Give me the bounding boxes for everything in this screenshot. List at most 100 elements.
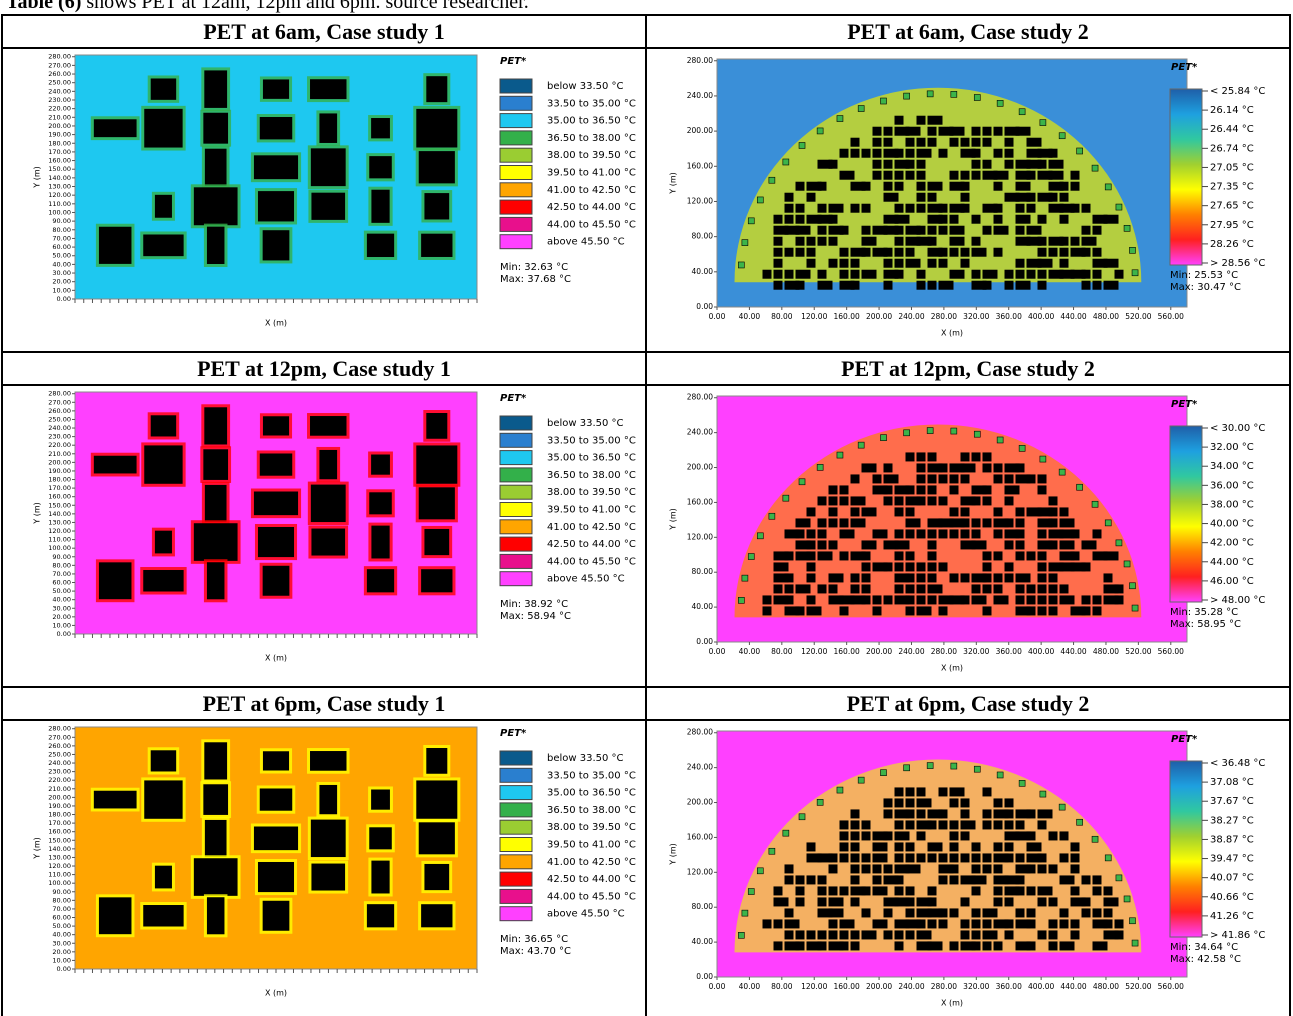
- building: [1004, 485, 1020, 495]
- building: [960, 496, 976, 506]
- building: [872, 864, 882, 874]
- building: [1026, 842, 1042, 852]
- building: [806, 842, 816, 852]
- x-tick-label: 240.00: [898, 647, 924, 656]
- building: [1015, 159, 1031, 169]
- tree: [816, 127, 824, 135]
- building: [817, 236, 827, 246]
- building: [905, 809, 915, 819]
- y-tick-label: 270.00: [48, 733, 71, 741]
- legend-label: 38.00 °C: [1210, 499, 1254, 510]
- building: [1048, 148, 1058, 158]
- building: [98, 226, 132, 264]
- building: [883, 897, 899, 907]
- building: [1070, 181, 1080, 191]
- building: [1015, 236, 1031, 246]
- building: [828, 214, 838, 224]
- building: [817, 875, 827, 885]
- x-axis-label: X (m): [941, 664, 963, 673]
- building: [905, 595, 915, 605]
- building: [144, 445, 183, 484]
- building: [927, 137, 937, 147]
- building: [993, 897, 1003, 907]
- building: [949, 941, 959, 951]
- building: [993, 181, 1003, 191]
- building: [894, 485, 910, 495]
- tree: [836, 786, 844, 794]
- y-tick-label: 100.00: [48, 879, 71, 887]
- building: [795, 203, 805, 213]
- legend-label: 42.50 to 44.00 °C: [547, 539, 636, 550]
- building: [143, 570, 184, 592]
- building: [1103, 595, 1119, 605]
- building: [883, 269, 899, 279]
- building: [938, 258, 948, 268]
- building: [960, 192, 970, 202]
- legend-swatch: [499, 182, 533, 198]
- building: [1015, 595, 1025, 605]
- building: [993, 474, 1003, 484]
- building: [806, 595, 816, 605]
- building: [806, 875, 816, 885]
- building: [1004, 562, 1014, 572]
- building: [872, 148, 882, 158]
- building: [949, 181, 965, 191]
- building: [784, 584, 794, 594]
- building: [927, 280, 937, 290]
- y-tick-label: 180.00: [48, 811, 71, 819]
- building: [916, 595, 926, 605]
- y-tick-label: 20.00: [52, 948, 71, 956]
- tree: [880, 97, 887, 105]
- building: [894, 551, 904, 561]
- building: [310, 819, 346, 858]
- building: [817, 853, 833, 863]
- building: [916, 562, 926, 572]
- building: [1092, 258, 1108, 268]
- building: [927, 452, 937, 462]
- building: [817, 897, 827, 907]
- building: [861, 236, 877, 246]
- building: [426, 413, 448, 439]
- building: [861, 853, 871, 863]
- y-tick-label: 150.00: [48, 165, 71, 173]
- building: [839, 886, 849, 896]
- y-tick-label: 250.00: [48, 415, 71, 423]
- tree: [747, 553, 755, 560]
- building: [817, 584, 827, 594]
- y-tick-label: 160.00: [48, 157, 71, 165]
- building: [1059, 562, 1075, 572]
- building: [784, 247, 794, 257]
- building: [883, 181, 893, 191]
- legend-swatch: [499, 432, 533, 448]
- building: [1092, 919, 1108, 929]
- building: [927, 518, 943, 528]
- building: [850, 595, 866, 605]
- legend-bar: [1169, 88, 1203, 266]
- y-tick-label: 150.00: [48, 836, 71, 844]
- building: [927, 485, 937, 495]
- y-tick-label: 200.00: [48, 458, 71, 466]
- building: [204, 819, 227, 857]
- building: [1070, 930, 1080, 940]
- y-tick-label: 200.00: [687, 126, 713, 135]
- building: [1048, 236, 1064, 246]
- building: [839, 551, 849, 561]
- building: [960, 463, 976, 473]
- min-value: Min: 35.28 °C: [1170, 607, 1238, 618]
- building: [817, 225, 827, 235]
- legend-label: 38.00 to 39.50 °C: [547, 487, 636, 498]
- building: [850, 137, 860, 147]
- building: [1048, 562, 1064, 572]
- y-tick-label: 40.00: [52, 260, 71, 268]
- building: [883, 137, 893, 147]
- building: [806, 181, 822, 191]
- building: [938, 518, 954, 528]
- x-tick-label: 520.00: [1125, 982, 1151, 991]
- building: [1092, 908, 1102, 918]
- y-tick-label: 230.00: [48, 768, 71, 776]
- x-tick-label: 80.00: [771, 982, 793, 991]
- tree: [926, 90, 934, 98]
- building: [916, 452, 926, 462]
- y-tick-label: 160.00: [687, 161, 713, 170]
- building: [861, 148, 871, 158]
